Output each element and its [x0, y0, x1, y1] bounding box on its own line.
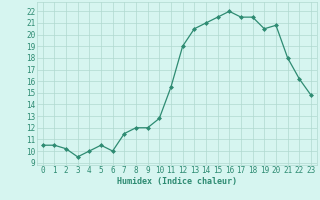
X-axis label: Humidex (Indice chaleur): Humidex (Indice chaleur): [117, 177, 237, 186]
